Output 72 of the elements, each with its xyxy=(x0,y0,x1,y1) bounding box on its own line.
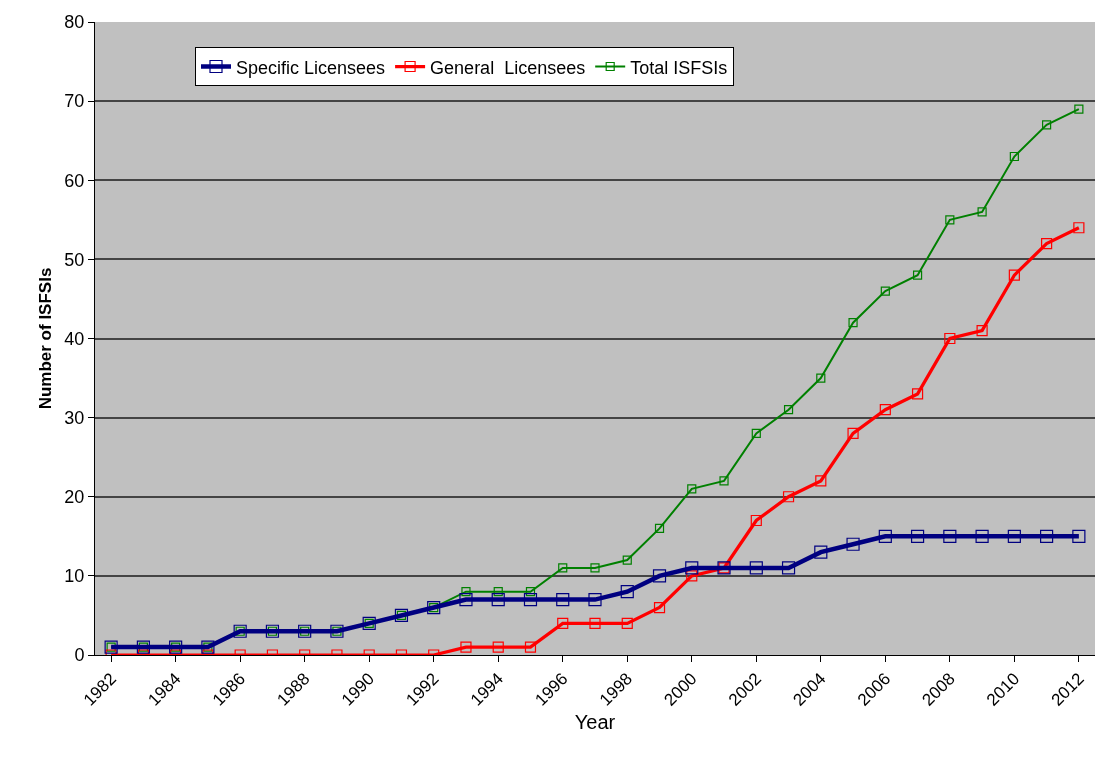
point xyxy=(1041,237,1053,250)
point xyxy=(719,476,729,486)
point xyxy=(781,561,796,575)
point xyxy=(782,491,795,503)
point xyxy=(847,427,859,440)
point xyxy=(1007,529,1021,543)
point xyxy=(687,484,697,494)
point xyxy=(816,373,826,383)
point xyxy=(524,641,537,653)
point xyxy=(1009,151,1019,162)
point xyxy=(1073,222,1085,234)
point xyxy=(654,523,665,533)
point xyxy=(493,587,503,597)
point xyxy=(749,561,763,575)
y-tick-label: 0 xyxy=(74,645,85,666)
point xyxy=(1040,529,1054,543)
y-tick-label: 10 xyxy=(64,566,85,587)
y-tick-label: 60 xyxy=(64,170,85,191)
y-tick-label: 20 xyxy=(64,487,85,508)
point xyxy=(525,587,536,597)
point xyxy=(1008,269,1020,281)
point xyxy=(620,585,634,599)
point xyxy=(621,617,633,629)
point xyxy=(492,641,504,653)
point xyxy=(912,270,923,280)
point xyxy=(556,593,570,607)
point xyxy=(622,555,632,565)
point xyxy=(880,286,890,296)
point xyxy=(879,404,891,416)
point xyxy=(460,641,472,653)
point xyxy=(685,561,699,575)
legend-label: General Licensees xyxy=(430,57,586,78)
point xyxy=(459,593,473,607)
point xyxy=(975,529,989,543)
point xyxy=(588,593,602,607)
point xyxy=(911,388,924,400)
point xyxy=(848,318,858,328)
point xyxy=(1042,120,1052,130)
point xyxy=(491,593,505,607)
point xyxy=(814,545,828,559)
point xyxy=(653,601,666,614)
point xyxy=(1072,529,1086,543)
point xyxy=(1074,104,1084,114)
y-tick-label: 50 xyxy=(64,249,85,270)
point xyxy=(461,587,471,597)
y-tick-label: 30 xyxy=(64,407,85,428)
point xyxy=(686,570,698,582)
point xyxy=(910,529,925,543)
point xyxy=(977,207,987,217)
point xyxy=(815,475,827,487)
point xyxy=(945,215,955,225)
point xyxy=(558,563,568,573)
point xyxy=(557,617,569,629)
point xyxy=(589,617,601,629)
point xyxy=(943,529,957,543)
legend-label: Specific Licensees xyxy=(236,57,386,78)
x-axis-title: Year xyxy=(574,711,616,734)
point xyxy=(783,405,794,415)
point xyxy=(944,332,956,345)
y-tick-label: 40 xyxy=(64,328,85,349)
y-tick-label: 80 xyxy=(64,12,85,33)
point xyxy=(976,324,988,337)
point xyxy=(523,593,538,607)
y-axis-title: Number of ISFSIs xyxy=(36,267,55,410)
point xyxy=(878,529,892,543)
legend-label: Total ISFSIs xyxy=(630,57,728,78)
point xyxy=(750,514,762,527)
point xyxy=(751,428,761,439)
y-tick-label: 70 xyxy=(64,91,85,112)
point xyxy=(652,569,667,583)
point xyxy=(590,563,600,573)
point xyxy=(846,537,860,551)
